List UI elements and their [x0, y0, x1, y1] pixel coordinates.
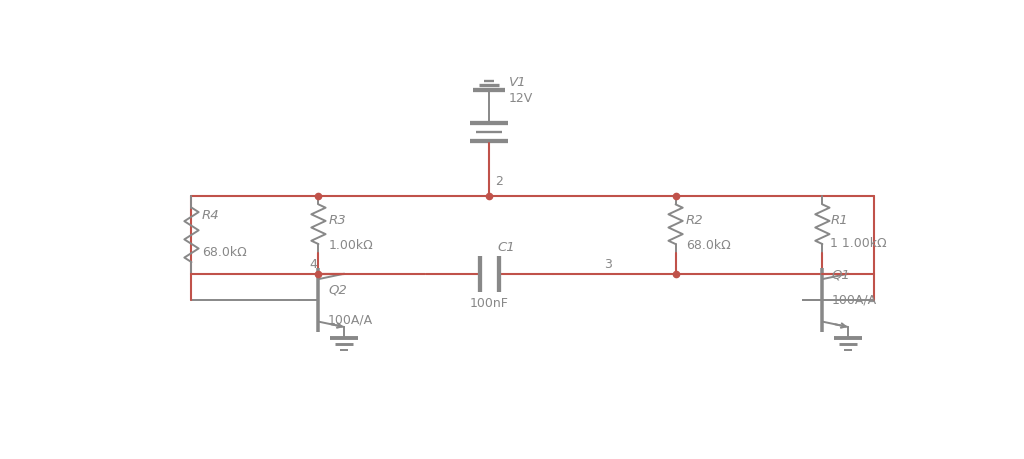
- Text: 2: 2: [496, 174, 504, 188]
- Text: R2: R2: [686, 213, 703, 226]
- Text: Q2: Q2: [328, 282, 347, 296]
- Text: Q1: Q1: [831, 269, 851, 281]
- Text: 3: 3: [604, 257, 612, 270]
- Text: R1: R1: [830, 213, 848, 226]
- Text: 100A/A: 100A/A: [328, 313, 373, 325]
- Text: 1 1.00kΩ: 1 1.00kΩ: [830, 236, 887, 249]
- Text: 68.0kΩ: 68.0kΩ: [686, 238, 731, 251]
- Text: 100A/A: 100A/A: [831, 293, 877, 306]
- Text: V1: V1: [509, 76, 526, 89]
- Text: R3: R3: [329, 213, 346, 226]
- Text: 12V: 12V: [509, 92, 534, 105]
- Text: 68.0kΩ: 68.0kΩ: [202, 245, 247, 258]
- Text: R4: R4: [202, 208, 219, 221]
- Text: C1: C1: [497, 240, 515, 253]
- Text: 1.00kΩ: 1.00kΩ: [329, 238, 374, 251]
- Text: 100nF: 100nF: [469, 297, 508, 309]
- Text: 4: 4: [309, 257, 316, 270]
